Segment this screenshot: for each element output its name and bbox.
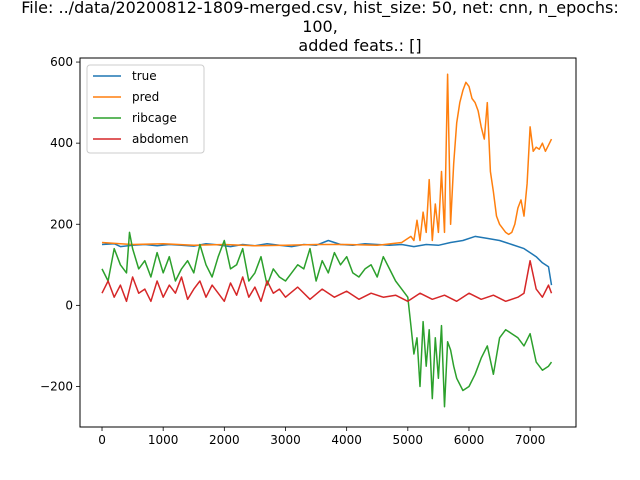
legend-label-abdomen: abdomen xyxy=(132,132,189,146)
legend: true pred ribcage abdomen xyxy=(86,64,205,154)
y-tick-label: −200 xyxy=(40,379,73,393)
y-tick-label: 0 xyxy=(65,298,73,312)
x-tick-label: 1000 xyxy=(148,433,179,447)
y-tick-label: 200 xyxy=(50,217,73,231)
x-tick-label: 2000 xyxy=(209,433,240,447)
x-tick-label: 3000 xyxy=(270,433,301,447)
x-tick-label: 6000 xyxy=(454,433,485,447)
series-line-abdomen xyxy=(101,259,553,303)
legend-box xyxy=(86,64,205,154)
legend-label-true: true xyxy=(132,69,157,83)
plot-frame xyxy=(79,57,577,428)
legend-label-pred: pred xyxy=(132,90,159,104)
x-tick-label: 7000 xyxy=(515,433,546,447)
y-tick-label: 600 xyxy=(50,55,73,69)
y-axis: −200 0 200 400 600 xyxy=(40,55,80,393)
title-line-3: added feats.: [] xyxy=(298,36,421,55)
title-line-2: 100, xyxy=(302,17,338,36)
x-tick-label: 4000 xyxy=(331,433,362,447)
title-line-1: File: ../data/20200812-1809-merged.csv, … xyxy=(21,0,619,18)
series-line-pred xyxy=(101,73,553,247)
x-tick-label: 0 xyxy=(98,433,106,447)
plot-lines xyxy=(101,73,553,408)
legend-label-ribcage: ribcage xyxy=(132,111,177,125)
x-axis: 0 1000 2000 3000 4000 5000 6000 7000 xyxy=(98,427,545,447)
chart-title: File: ../data/20200812-1809-merged.csv, … xyxy=(21,0,619,55)
x-tick-label: 5000 xyxy=(393,433,424,447)
y-tick-label: 400 xyxy=(50,136,73,150)
series-line-ribcage xyxy=(101,231,553,408)
